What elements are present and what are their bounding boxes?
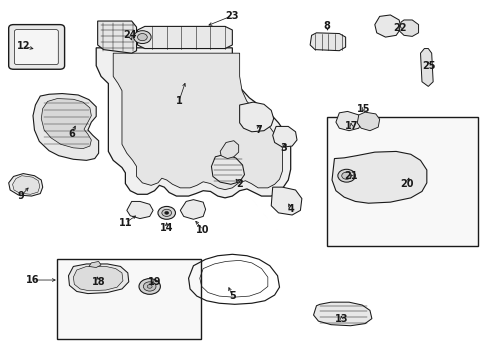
Text: 3: 3 bbox=[280, 143, 286, 153]
Text: 5: 5 bbox=[228, 291, 235, 301]
Circle shape bbox=[164, 211, 168, 214]
Text: 1: 1 bbox=[175, 96, 182, 107]
Text: 11: 11 bbox=[119, 218, 132, 228]
Polygon shape bbox=[9, 174, 42, 196]
Polygon shape bbox=[113, 53, 282, 190]
Polygon shape bbox=[271, 187, 301, 215]
Circle shape bbox=[162, 209, 171, 216]
Text: 23: 23 bbox=[225, 11, 239, 21]
Polygon shape bbox=[220, 141, 238, 158]
Text: 12: 12 bbox=[17, 41, 30, 51]
Text: 13: 13 bbox=[334, 314, 348, 324]
FancyBboxPatch shape bbox=[15, 30, 58, 64]
Polygon shape bbox=[357, 112, 379, 131]
Bar bbox=[326, 117, 477, 246]
Polygon shape bbox=[126, 202, 153, 219]
Polygon shape bbox=[137, 26, 232, 49]
FancyBboxPatch shape bbox=[9, 24, 64, 69]
Circle shape bbox=[147, 285, 152, 288]
Polygon shape bbox=[41, 99, 91, 149]
Polygon shape bbox=[33, 94, 99, 160]
Text: 17: 17 bbox=[344, 121, 358, 131]
Text: 14: 14 bbox=[160, 223, 173, 233]
Polygon shape bbox=[211, 154, 244, 184]
Polygon shape bbox=[73, 266, 122, 291]
Polygon shape bbox=[239, 102, 273, 132]
Polygon shape bbox=[89, 261, 101, 267]
Text: 8: 8 bbox=[323, 21, 330, 31]
Polygon shape bbox=[374, 15, 400, 37]
Text: 19: 19 bbox=[147, 277, 161, 287]
Text: 22: 22 bbox=[392, 23, 406, 33]
Circle shape bbox=[139, 279, 160, 294]
Polygon shape bbox=[398, 20, 418, 36]
Polygon shape bbox=[272, 126, 296, 147]
Text: 25: 25 bbox=[422, 61, 435, 71]
Text: 6: 6 bbox=[68, 129, 75, 139]
Polygon shape bbox=[96, 48, 290, 198]
Polygon shape bbox=[420, 49, 432, 86]
Text: 9: 9 bbox=[18, 191, 24, 201]
Text: 4: 4 bbox=[287, 203, 293, 213]
Bar bbox=[57, 258, 201, 339]
Text: 21: 21 bbox=[344, 171, 358, 181]
Polygon shape bbox=[180, 200, 205, 219]
Circle shape bbox=[158, 206, 175, 219]
Polygon shape bbox=[331, 152, 426, 203]
Circle shape bbox=[143, 282, 156, 291]
Text: 20: 20 bbox=[400, 179, 413, 189]
Circle shape bbox=[133, 31, 151, 44]
Polygon shape bbox=[309, 33, 345, 51]
Polygon shape bbox=[68, 264, 128, 294]
Polygon shape bbox=[13, 176, 40, 194]
Circle shape bbox=[341, 172, 351, 179]
Text: 24: 24 bbox=[123, 30, 137, 40]
Text: 15: 15 bbox=[356, 104, 369, 113]
Text: 18: 18 bbox=[92, 277, 105, 287]
Circle shape bbox=[337, 169, 355, 182]
Polygon shape bbox=[98, 21, 136, 53]
Circle shape bbox=[137, 33, 147, 41]
Polygon shape bbox=[313, 302, 371, 326]
Text: 16: 16 bbox=[26, 275, 40, 285]
Text: 10: 10 bbox=[196, 225, 209, 235]
Text: 7: 7 bbox=[255, 125, 262, 135]
Polygon shape bbox=[335, 111, 362, 131]
Text: 2: 2 bbox=[236, 179, 243, 189]
